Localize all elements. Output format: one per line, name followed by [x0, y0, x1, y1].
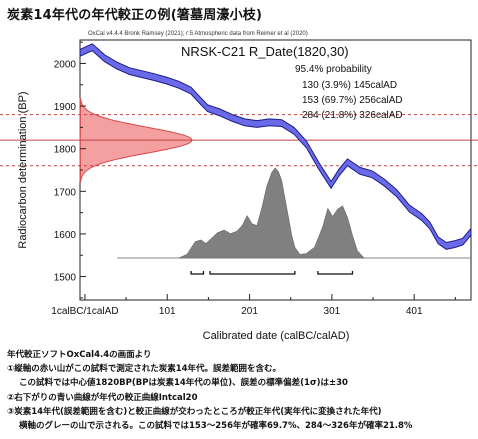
range-line: 130 (3.9%) 145calAD — [302, 80, 397, 91]
calibration-chart: 1calBC/1calAD 101 201 301 401 1500 1600 1700 180… — [0, 31, 478, 342]
note-line: 横軸のグレーの山で示される。この試料では153～256年が確率69.7%、284… — [19, 421, 413, 432]
x-tick-label: 1calBC/1calAD — [51, 306, 118, 317]
explanation-notes: 年代較正ソフトOxCal4.4の画面より ①縦軸の赤い山がこの試料で測定された炭… — [7, 348, 473, 433]
sample-title: NRSK-C21 R_Date(1820,30) — [181, 44, 349, 59]
page-title: 炭素14年代の年代較正の例(箸墓周濠小枝) — [7, 8, 263, 23]
range-bracket — [209, 271, 296, 275]
note-line: ①縦軸の赤い山がこの試料で測定された炭素14年代。誤差範囲を含む。 — [7, 364, 282, 375]
y-tick-label: 1700 — [54, 187, 77, 198]
note-line: この試料では中心値1820BP(BPは炭素14年代の単位)、誤差の標準偏差(1σ… — [19, 378, 348, 389]
note-line: 年代較正ソフトOxCal4.4の画面より — [7, 350, 152, 360]
range-line: 284 (21.8%) 326calAD — [302, 110, 403, 121]
posterior-distribution — [117, 167, 471, 259]
range-line: 153 (69.7%) 256calAD — [302, 95, 403, 106]
note-line: ③炭素14年代(誤差範囲を含む)と較正曲線が交わったところが較正年代(実年代に変… — [7, 406, 382, 417]
measurement-lines — [0, 114, 478, 167]
x-tick-label: 401 — [406, 306, 423, 317]
y-tick-label: 1500 — [54, 273, 77, 284]
posterior-shape — [178, 167, 365, 259]
calibration-curve-band — [79, 43, 472, 250]
y-tick-label: 1800 — [54, 145, 77, 156]
y-tick-label: 1600 — [54, 230, 77, 241]
x-tick-label: 201 — [241, 306, 258, 317]
range-bracket — [317, 271, 354, 275]
note-line: ②右下がりの青い曲線が年代の較正曲線Intcal20 — [7, 392, 198, 403]
range-bracket — [190, 271, 205, 275]
x-axis-label: Calibrated date (calBC/calAD) — [203, 330, 350, 342]
y-tick-label: 1900 — [54, 102, 77, 113]
y-tick-label: 2000 — [54, 59, 77, 70]
x-tick-label: 101 — [159, 306, 176, 317]
calibration-curve — [79, 43, 472, 250]
axes: 1calBC/1calAD 101 201 301 401 1500 1600 1700 180… — [51, 41, 456, 317]
y-axis-label: Radiocarbon determination (BP) — [17, 91, 29, 248]
range-brackets — [190, 271, 354, 275]
header-credit: OxCal v4.4.4 Bronk Ramsey (2021); r:5 At… — [88, 31, 308, 37]
probability-header: 95.4% probability — [295, 64, 372, 75]
x-tick-label: 301 — [324, 306, 341, 317]
